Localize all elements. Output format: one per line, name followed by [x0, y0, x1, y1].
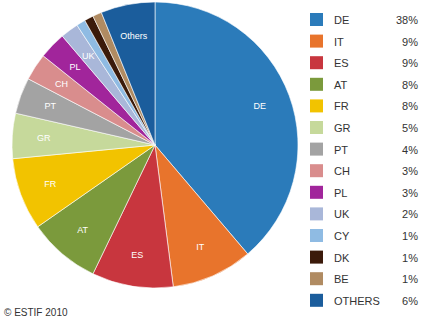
legend: DE 38% IT 9% ES 9% AT 8% FR 8% GR 5% PT 4% CH 3% PL 3% UK 2…	[310, 13, 418, 307]
slice-label: PL	[69, 62, 80, 72]
legend-item: UK 2%	[310, 207, 418, 220]
legend-value: 8%	[402, 79, 418, 91]
slice-label: Others	[120, 31, 148, 41]
legend-value: 3%	[402, 165, 418, 177]
slice-label: DE	[253, 101, 266, 111]
legend-item: GR 5%	[310, 121, 418, 134]
legend-value: 3%	[402, 187, 418, 199]
slice-labels: DE IT ES AT FR GR PT CHPLUK Others	[37, 31, 266, 261]
legend-swatch	[310, 143, 323, 156]
legend-label: PL	[334, 187, 347, 199]
legend-item: FR 8%	[310, 99, 418, 112]
slice-label: ES	[131, 250, 143, 260]
slice-label: GR	[37, 133, 51, 143]
legend-swatch	[310, 78, 323, 91]
legend-item: AT 8%	[310, 78, 418, 91]
legend-item: CY 1%	[310, 229, 418, 242]
legend-label: FR	[334, 100, 349, 112]
legend-label: ES	[334, 57, 349, 69]
legend-label: AT	[334, 79, 348, 91]
legend-value: 6%	[402, 295, 418, 307]
legend-swatch	[310, 99, 323, 112]
legend-label: GR	[334, 122, 351, 134]
legend-value: 1%	[402, 273, 418, 285]
legend-swatch	[310, 207, 323, 220]
legend-item: IT 9%	[310, 35, 418, 48]
legend-swatch	[310, 13, 323, 26]
legend-item: PT 4%	[310, 143, 418, 156]
legend-swatch	[310, 294, 323, 307]
slice	[13, 145, 155, 227]
legend-label: IT	[334, 36, 344, 48]
legend-item: ES 9%	[310, 56, 418, 69]
legend-value: 9%	[402, 36, 418, 48]
legend-swatch	[310, 251, 323, 264]
legend-item: BE 1%	[310, 272, 418, 285]
legend-label: BE	[334, 273, 349, 285]
legend-value: 1%	[402, 252, 418, 264]
chart: DEITESATFRGRPTCHPLUKOthersDE38%IT9%ES9%A…	[0, 0, 423, 322]
legend-value: 2%	[402, 208, 418, 220]
legend-value: 1%	[402, 230, 418, 242]
legend-label: DK	[334, 252, 350, 264]
legend-item: CH 3%	[310, 164, 418, 177]
legend-item: OTHERS 6%	[310, 294, 418, 307]
legend-item: PL 3%	[310, 186, 418, 199]
legend-value: 38%	[396, 14, 418, 26]
legend-swatch	[310, 229, 323, 242]
legend-item: DK 1%	[310, 251, 418, 264]
legend-swatch	[310, 121, 323, 134]
legend-label: CY	[334, 230, 350, 242]
legend-swatch	[310, 272, 323, 285]
legend-label: UK	[334, 208, 350, 220]
legend-swatch	[310, 56, 323, 69]
legend-label: CH	[334, 165, 350, 177]
legend-swatch	[310, 35, 323, 48]
slice-label: PT	[45, 101, 57, 111]
slice-label: UK	[82, 51, 95, 61]
slice-label: AT	[77, 225, 88, 235]
legend-item: DE 38%	[310, 13, 418, 26]
slice-label: CH	[55, 79, 68, 89]
slices	[12, 2, 298, 288]
slice-label: FR	[44, 179, 56, 189]
legend-swatch	[310, 164, 323, 177]
legend-swatch	[310, 186, 323, 199]
legend-label: PT	[334, 144, 348, 156]
legend-label: OTHERS	[334, 295, 380, 307]
slice-label: IT	[196, 242, 205, 252]
source: © ESTIF 2010	[4, 307, 68, 318]
legend-label: DE	[334, 14, 349, 26]
slice	[101, 2, 155, 145]
legend-value: 4%	[402, 144, 418, 156]
legend-value: 5%	[402, 122, 418, 134]
legend-value: 9%	[402, 57, 418, 69]
legend-value: 8%	[402, 100, 418, 112]
pie	[12, 2, 298, 288]
